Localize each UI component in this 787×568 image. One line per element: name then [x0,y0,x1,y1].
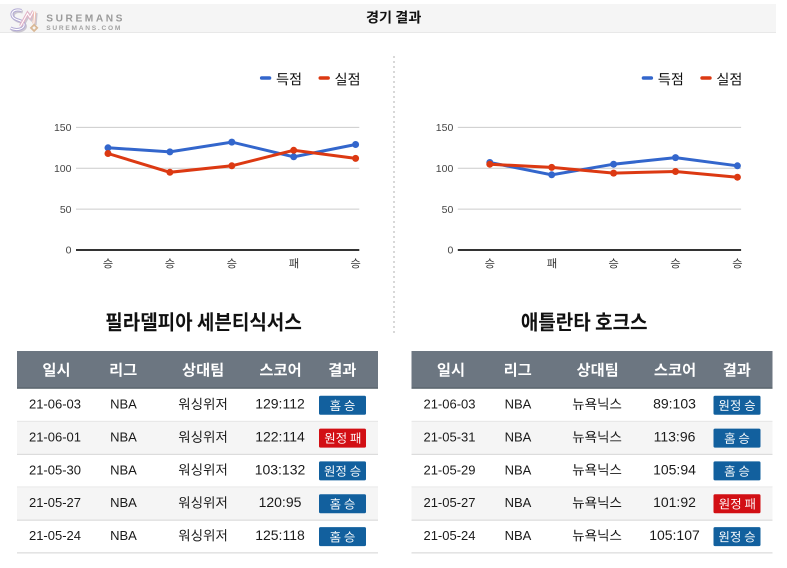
svg-text:21-06-01: 21-06-01 [29,430,81,445]
svg-text:0: 0 [447,245,453,257]
svg-text:NBA: NBA [505,430,532,445]
svg-text:100: 100 [436,163,454,175]
svg-text:NBA: NBA [110,462,137,477]
svg-text:21-05-24: 21-05-24 [29,528,81,543]
svg-text:122:114: 122:114 [255,429,305,445]
svg-text:NBA: NBA [505,397,532,412]
svg-text:NBA: NBA [110,430,137,445]
svg-text:21-05-29: 21-05-29 [423,462,475,477]
svg-text:50: 50 [60,204,72,216]
svg-text:NBA: NBA [110,528,137,543]
svg-text:21-06-03: 21-06-03 [423,397,475,412]
svg-text:NBA: NBA [505,528,532,543]
svg-text:21-05-30: 21-05-30 [29,462,81,477]
svg-text:21-06-03: 21-06-03 [29,397,81,412]
svg-text:50: 50 [442,204,454,216]
svg-text:21-05-31: 21-05-31 [423,430,475,445]
svg-text:21-05-27: 21-05-27 [423,495,475,510]
svg-text:150: 150 [54,122,72,134]
svg-text:105:94: 105:94 [653,461,696,477]
svg-text:120:95: 120:95 [259,494,302,510]
svg-text:SUREMANS.COM: SUREMANS.COM [46,25,122,32]
svg-text:21-05-24: 21-05-24 [423,528,475,543]
svg-text:103:132: 103:132 [255,461,306,477]
svg-text:89:103: 89:103 [653,396,696,412]
svg-text:105:107: 105:107 [649,527,700,543]
svg-text:113:96: 113:96 [654,429,696,445]
svg-text:NBA: NBA [110,495,137,510]
svg-text:101:92: 101:92 [653,494,696,510]
svg-text:150: 150 [436,122,454,134]
svg-text:SUREMANS: SUREMANS [46,14,125,25]
svg-text:100: 100 [54,163,72,175]
svg-text:129:112: 129:112 [255,396,305,412]
svg-text:21-05-27: 21-05-27 [29,495,81,510]
svg-text:125:118: 125:118 [255,527,305,543]
svg-text:NBA: NBA [110,397,137,412]
svg-text:NBA: NBA [505,495,532,510]
svg-text:0: 0 [66,245,72,257]
svg-text:NBA: NBA [505,462,532,477]
